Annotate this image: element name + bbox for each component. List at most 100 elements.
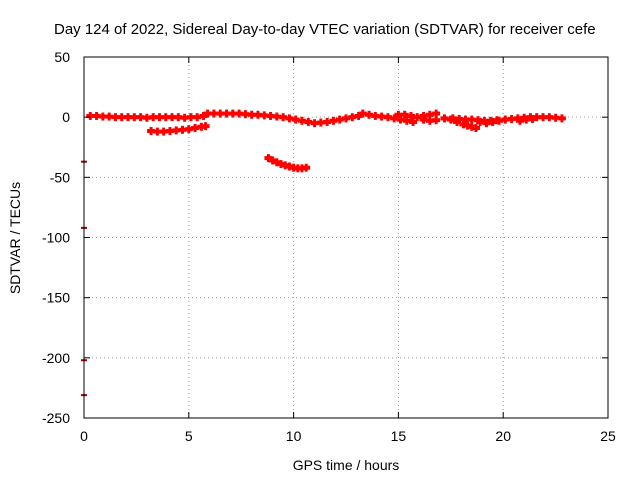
- y-tick-label: 50: [54, 49, 70, 65]
- data-point: [348, 113, 357, 122]
- data-point: [180, 113, 189, 122]
- x-tick-label: 25: [600, 428, 616, 444]
- data-point: [342, 114, 350, 123]
- data-point: [142, 113, 151, 122]
- data-point: [197, 122, 206, 131]
- data-point: [390, 114, 399, 123]
- series-0: [86, 109, 566, 132]
- data-point: [495, 116, 504, 125]
- data-point: [253, 110, 262, 119]
- data-point: [440, 114, 449, 123]
- data-point: [453, 117, 462, 126]
- data-point: [302, 163, 311, 172]
- y-tick-label: -150: [42, 290, 70, 306]
- data-point: [159, 127, 168, 136]
- data-point: [285, 162, 294, 171]
- data-point: [545, 113, 554, 122]
- data-point: [272, 112, 281, 121]
- data-point: [316, 118, 325, 127]
- data-point: [400, 110, 409, 119]
- data-point: [409, 117, 418, 126]
- data-point: [323, 117, 332, 126]
- data-point: [425, 110, 434, 119]
- data-point: [293, 164, 302, 173]
- data-point: [461, 115, 470, 124]
- data-point: [304, 117, 313, 126]
- data-point: [277, 160, 286, 169]
- data-point: [396, 115, 405, 124]
- data-point: [289, 163, 298, 172]
- data-point: [117, 113, 126, 122]
- data-point: [476, 117, 485, 126]
- data-point: [285, 114, 294, 123]
- y-tick-label: -200: [42, 350, 70, 366]
- data-point: [471, 123, 480, 132]
- data-point: [161, 113, 170, 122]
- data-point: [488, 117, 497, 126]
- data-point: [178, 125, 187, 134]
- data-point: [98, 112, 107, 121]
- data-point: [335, 115, 344, 124]
- data-point: [459, 120, 468, 129]
- data-point: [260, 111, 269, 120]
- data-point: [310, 119, 319, 128]
- data-point: [165, 127, 174, 136]
- data-point: [482, 119, 491, 128]
- data-point: [532, 113, 541, 122]
- data-point: [551, 113, 560, 122]
- data-point: [241, 110, 250, 119]
- plot-frame: [83, 56, 609, 419]
- data-point: [172, 126, 181, 135]
- y-tick-label: -100: [42, 230, 70, 246]
- y-tick-label: -50: [50, 169, 70, 185]
- data-point: [279, 113, 288, 122]
- data-point: [432, 116, 441, 125]
- data-point: [501, 115, 510, 124]
- data-point: [272, 158, 281, 167]
- data-point: [222, 109, 231, 118]
- data-point: [153, 127, 162, 136]
- data-point: [467, 115, 476, 124]
- data-point: [147, 127, 156, 136]
- x-tick-label: 15: [391, 428, 407, 444]
- data-point: [515, 116, 524, 125]
- data-point: [419, 115, 428, 124]
- data-point: [297, 164, 306, 173]
- data-point: [557, 114, 566, 123]
- data-point: [186, 113, 195, 122]
- chart-title: Day 124 of 2022, Sidereal Day-to-day VTE…: [54, 21, 596, 38]
- data-point: [365, 110, 374, 119]
- data-point: [455, 114, 464, 123]
- data-point: [203, 109, 212, 118]
- data-point: [191, 123, 200, 132]
- data-point: [174, 113, 183, 122]
- data-point: [539, 113, 548, 122]
- data-point: [467, 122, 476, 131]
- data-point: [184, 125, 193, 134]
- data-point: [522, 115, 531, 124]
- x-tick-label: 10: [286, 428, 302, 444]
- data-point: [86, 111, 95, 120]
- x-tick-label: 0: [80, 428, 88, 444]
- data-point: [394, 110, 403, 119]
- y-axis-label: SDTVAR / TECUs: [7, 182, 23, 294]
- data-point: [358, 109, 367, 118]
- y-tick-label: 0: [62, 109, 70, 125]
- marks-layer: [81, 109, 566, 397]
- ticks-layer: 0 5 10 15 20 25 50 0 -50 -100 -150 -200 -250: [42, 49, 616, 444]
- data-point: [425, 116, 434, 125]
- data-point: [111, 113, 120, 122]
- data-point: [168, 113, 177, 122]
- data-point: [526, 113, 535, 122]
- series-2: [264, 154, 311, 173]
- data-point: [264, 154, 273, 163]
- data-point: [406, 111, 415, 120]
- data-point: [149, 113, 158, 122]
- data-point: [402, 116, 411, 125]
- data-point: [297, 116, 306, 125]
- data-point: [383, 113, 392, 122]
- data-point: [448, 114, 457, 123]
- data-point: [92, 111, 101, 120]
- series-1: [147, 122, 210, 136]
